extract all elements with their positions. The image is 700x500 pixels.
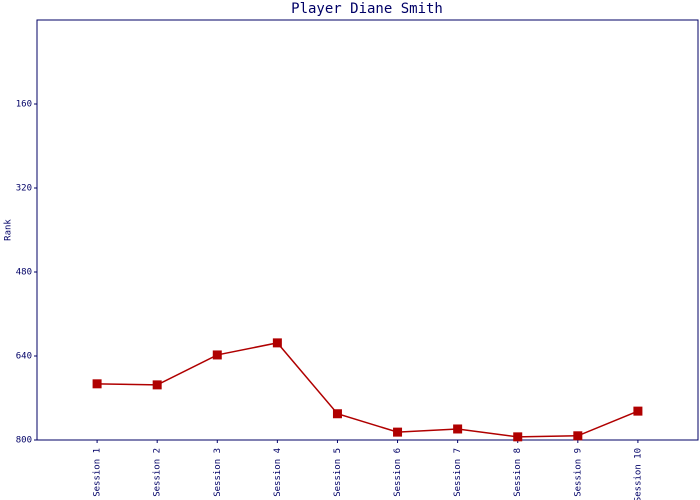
x-tick-label: Session 1	[93, 448, 103, 497]
x-tick-label: Session 7	[453, 448, 463, 497]
point-marker	[513, 432, 523, 442]
x-tick-label: Session 6	[393, 448, 403, 497]
point-marker	[453, 424, 463, 434]
x-tick-label: Session 3	[213, 448, 223, 497]
x-tick-label: Session 4	[273, 448, 283, 497]
point-marker	[152, 380, 162, 390]
plot-frame	[36, 19, 699, 441]
y-axis-label: Rank	[4, 219, 14, 241]
y-tick-label: 640	[16, 352, 32, 362]
point-marker	[212, 350, 222, 360]
y-tick-label: 320	[16, 184, 32, 194]
x-tick-label: Session 9	[573, 448, 583, 497]
chart-title: Player Diane Smith	[291, 1, 443, 17]
y-tick-label: 800	[16, 436, 32, 446]
series-line	[97, 342, 639, 438]
y-tick-label: 160	[16, 100, 32, 110]
x-tick-label: Session 2	[153, 448, 163, 497]
x-tick-label: Session 10	[633, 448, 643, 500]
point-marker	[92, 379, 102, 389]
point-marker	[573, 431, 583, 441]
point-marker	[332, 409, 342, 419]
point-marker	[393, 427, 403, 437]
y-tick-label: 480	[16, 268, 32, 278]
x-tick-label: Session 8	[513, 448, 523, 497]
x-tick-label: Session 5	[333, 448, 343, 497]
point-marker	[272, 338, 282, 348]
point-marker	[633, 406, 643, 416]
